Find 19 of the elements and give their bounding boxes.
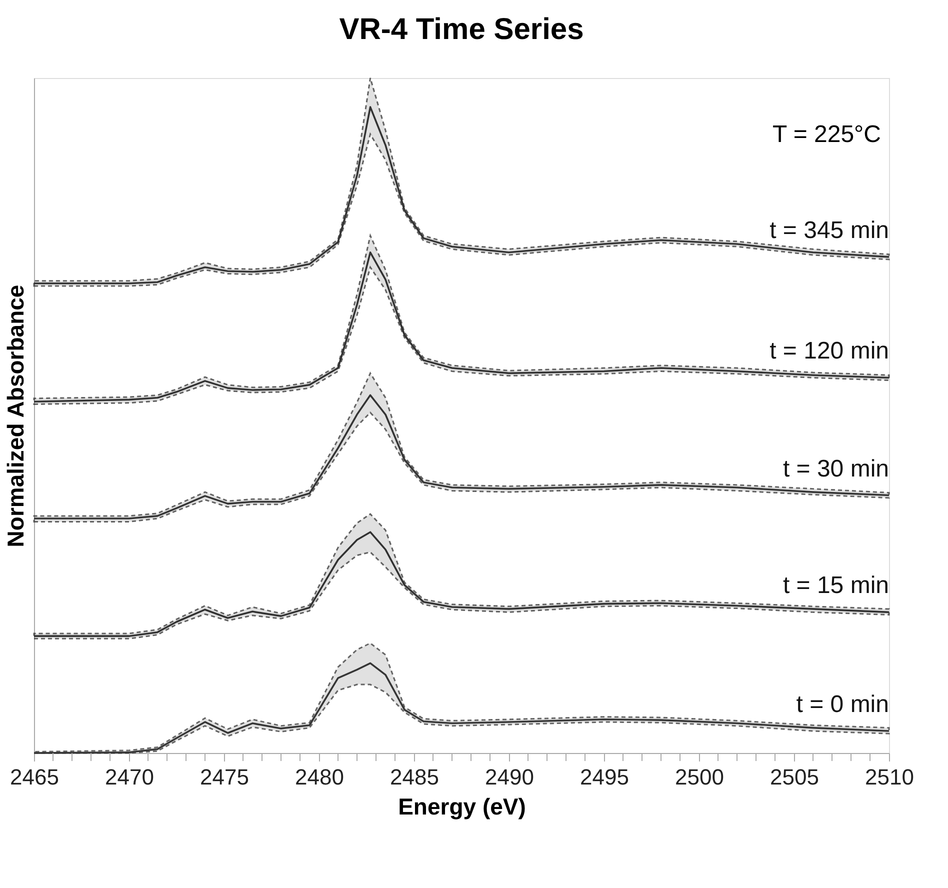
- x-tick-label: 2485: [390, 764, 439, 790]
- series-label: t = 120 min: [770, 338, 889, 365]
- annotation: T = 225°C: [772, 121, 881, 148]
- x-tick-label: 2465: [10, 764, 59, 790]
- x-axis-title: Energy (eV): [398, 794, 526, 820]
- x-tick-label: 2475: [200, 764, 249, 790]
- x-tick-label: 2510: [865, 764, 914, 790]
- x-tick-label: 2490: [485, 764, 534, 790]
- chart-title: VR-4 Time Series: [339, 13, 584, 46]
- series-label: t = 30 min: [782, 455, 889, 482]
- x-tick-label: 2500: [675, 764, 724, 790]
- x-tick-label: 2470: [105, 764, 154, 790]
- series-label: t = 0 min: [796, 691, 889, 718]
- x-tick-label: 2495: [580, 764, 629, 790]
- x-tick-label: 2505: [770, 764, 819, 790]
- x-tick-label: 2480: [295, 764, 344, 790]
- y-axis-title: Normalized Absorbance: [2, 284, 28, 548]
- series-label: t = 15 min: [782, 572, 889, 600]
- series-label: t = 345 min: [770, 216, 889, 244]
